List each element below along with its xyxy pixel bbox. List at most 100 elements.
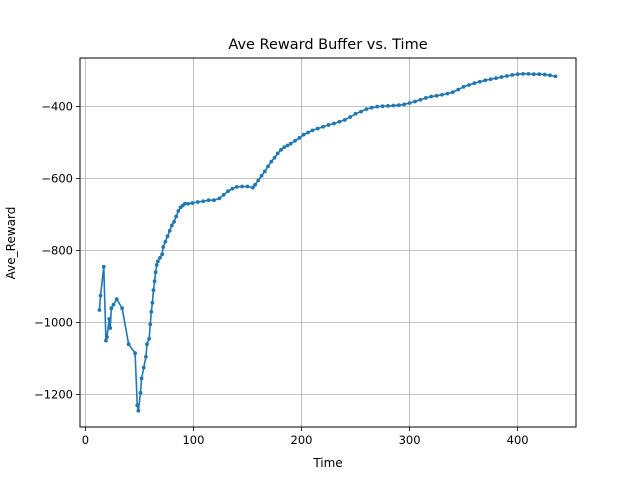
data-point — [160, 252, 165, 257]
data-point — [494, 76, 498, 81]
data-point — [161, 245, 166, 249]
data-point — [504, 74, 509, 78]
data-point — [310, 128, 315, 133]
data-point — [423, 96, 428, 100]
data-point — [104, 338, 108, 343]
data-point — [221, 192, 226, 197]
data-point — [282, 145, 287, 150]
data-point — [240, 184, 244, 189]
data-point — [542, 72, 547, 77]
data-point — [135, 403, 140, 408]
data-point — [126, 342, 131, 347]
data-point — [172, 219, 176, 224]
series-line — [98, 73, 556, 412]
data-point — [108, 326, 113, 330]
data-point — [332, 121, 336, 126]
data-point — [176, 209, 181, 213]
data-point — [133, 351, 138, 356]
data-point — [386, 103, 390, 108]
data-point — [429, 94, 434, 99]
data-point — [201, 199, 206, 204]
data-point — [97, 308, 102, 312]
data-point — [434, 93, 439, 98]
x-tick-label: 0 — [82, 433, 89, 447]
plot-frame — [79, 57, 577, 428]
data-point — [402, 102, 407, 107]
data-point — [321, 124, 326, 129]
data-point — [456, 87, 461, 92]
data-point — [165, 234, 170, 239]
data-point — [120, 306, 125, 311]
data-point — [337, 119, 342, 124]
data-point — [169, 223, 174, 228]
x-axis-label: Time — [312, 456, 342, 470]
data-point — [537, 72, 542, 77]
data-point — [301, 132, 306, 137]
data-point — [288, 141, 293, 146]
y-tick-label: −600 — [41, 172, 73, 186]
series-layer — [97, 71, 558, 413]
data-point — [391, 103, 396, 108]
data-point — [153, 270, 158, 275]
data-point — [279, 147, 283, 152]
data-point — [526, 71, 531, 76]
data-point — [326, 123, 331, 127]
data-point — [98, 293, 103, 298]
data-point — [407, 101, 412, 105]
data-point — [315, 126, 320, 131]
data-point — [190, 201, 195, 205]
data-point — [150, 300, 155, 305]
data-point — [266, 164, 270, 169]
data-point — [230, 186, 235, 191]
data-point — [359, 109, 363, 114]
data-point — [477, 79, 482, 84]
data-point — [297, 136, 302, 140]
data-point — [105, 335, 109, 339]
data-point — [293, 138, 297, 143]
data-point — [510, 73, 515, 77]
data-point — [141, 365, 146, 370]
x-tick-label: 400 — [507, 433, 529, 447]
data-point — [269, 159, 274, 164]
data-point — [217, 196, 222, 201]
data-point — [553, 74, 558, 79]
data-point — [114, 297, 119, 302]
x-tick-label: 100 — [182, 433, 204, 447]
data-point — [445, 91, 450, 96]
data-point — [149, 309, 154, 314]
data-point — [548, 73, 552, 78]
data-point — [275, 151, 280, 156]
data-point — [262, 169, 267, 174]
data-point — [369, 105, 374, 110]
data-point — [272, 155, 277, 160]
data-point — [461, 84, 466, 89]
y-tick-label: −800 — [41, 244, 73, 258]
data-point — [138, 390, 143, 395]
data-point — [234, 184, 239, 189]
x-tick-label: 200 — [291, 433, 313, 447]
data-point — [152, 279, 157, 284]
data-point — [472, 81, 477, 86]
data-point — [195, 200, 200, 204]
data-point — [111, 302, 116, 307]
data-point — [212, 198, 216, 203]
data-point — [136, 408, 141, 413]
data-point — [154, 263, 159, 267]
data-point — [158, 255, 162, 260]
data-point — [151, 288, 156, 293]
data-point — [364, 107, 369, 112]
data-point — [515, 72, 520, 77]
data-point — [342, 118, 347, 122]
data-point — [259, 173, 264, 178]
data-point — [109, 306, 114, 311]
chart-title: Ave Reward Buffer vs. Time — [228, 37, 427, 53]
data-point — [396, 103, 401, 108]
data-point — [139, 376, 144, 381]
y-tick-label: −1200 — [34, 388, 73, 402]
data-point — [206, 198, 211, 203]
data-point — [251, 185, 255, 190]
data-point — [253, 182, 257, 187]
grid-lines — [80, 58, 576, 427]
y-axis-ticks: −1200 −1000 −800 −600 −400 — [34, 100, 80, 402]
